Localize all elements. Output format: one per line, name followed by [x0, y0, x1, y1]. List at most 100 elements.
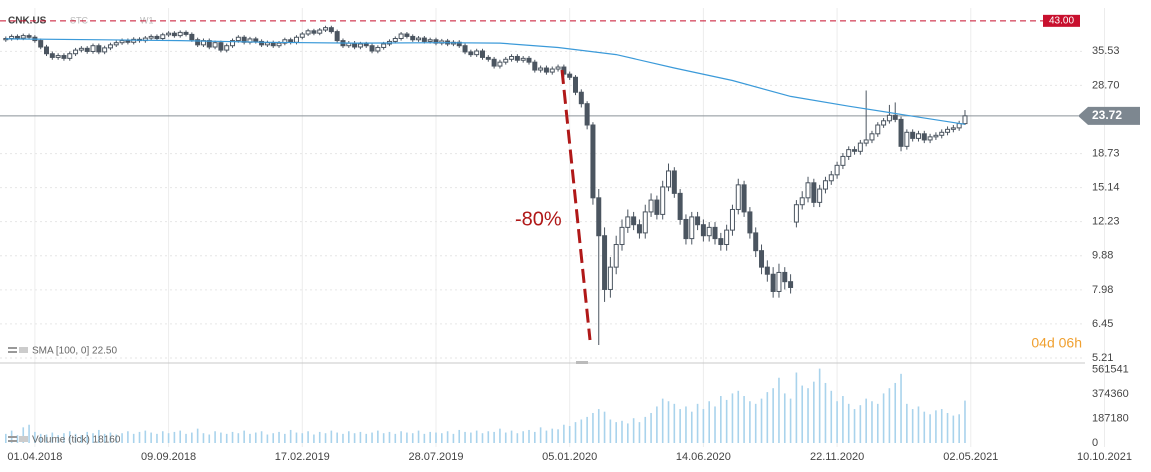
volume-bar — [737, 390, 740, 443]
volume-bar — [272, 433, 275, 443]
volume-bar — [103, 433, 106, 443]
candle-body — [427, 39, 433, 42]
volume-bar — [917, 406, 920, 443]
chart-title: CNK.US — [8, 16, 47, 27]
candle-body — [404, 33, 410, 37]
last-price-box — [1078, 106, 1140, 125]
volume-bar — [202, 433, 205, 443]
volume-bar — [778, 377, 780, 443]
candle-body — [264, 42, 270, 46]
volume-tick-label: 374360 — [1092, 388, 1129, 400]
annotation: -80% — [515, 208, 562, 230]
candle-body — [131, 38, 137, 43]
candle-body — [648, 199, 654, 213]
candle-body — [90, 45, 96, 52]
candle-body — [485, 56, 491, 60]
candle-body — [160, 34, 166, 39]
volume-bar — [144, 430, 147, 443]
candle-body — [84, 47, 90, 52]
candle-body — [706, 226, 712, 237]
volume-bar — [394, 433, 397, 443]
candle-body — [741, 184, 747, 213]
volume-bar — [173, 431, 176, 443]
volume-bar — [220, 432, 222, 443]
candle-body — [602, 235, 608, 290]
volume-bar — [650, 412, 652, 443]
candle-body — [904, 131, 910, 147]
volume-bar — [243, 430, 245, 443]
candle-body — [770, 273, 776, 292]
candle-body — [590, 124, 596, 199]
candle-body — [171, 32, 177, 37]
x-tick-label: 14.06.2020 — [676, 451, 731, 463]
candle-body — [700, 224, 706, 237]
candle-body — [369, 45, 375, 52]
volume-bar — [847, 403, 850, 443]
y-tick-label: 6.45 — [1092, 318, 1113, 330]
volume-bar — [301, 433, 304, 443]
volume-bar — [807, 388, 809, 443]
candle-body — [352, 42, 358, 48]
volume-bar — [150, 432, 152, 443]
volume-bar — [34, 431, 36, 443]
volume-bar — [673, 403, 676, 443]
volume-bar — [318, 431, 321, 443]
volume-bar — [458, 429, 461, 443]
candle-body — [962, 115, 968, 125]
candle-body — [881, 120, 887, 126]
candle-body — [584, 103, 590, 126]
candle-body — [195, 39, 201, 46]
volume-bar — [836, 401, 838, 443]
volume-bar — [882, 393, 885, 443]
volume-bar — [743, 396, 745, 443]
candle-body — [148, 35, 154, 39]
candle-body — [549, 68, 555, 73]
panel-handle[interactable] — [576, 361, 588, 364]
volume-bar — [74, 433, 77, 443]
volume-bar — [894, 382, 897, 443]
volume-bar — [231, 431, 234, 443]
volume-bar — [481, 433, 484, 443]
volume-tick-label: 0 — [1092, 437, 1098, 449]
volume-bar — [935, 410, 937, 443]
candle-body — [886, 114, 892, 122]
volume-bar — [359, 431, 362, 443]
candle-body — [735, 184, 741, 210]
volume-bar — [493, 431, 495, 443]
volume-bar — [289, 429, 292, 443]
sma-line — [5, 38, 966, 125]
alert-label-box — [1043, 14, 1080, 27]
volume-bar — [295, 432, 298, 443]
candle-body — [671, 170, 677, 194]
y-tick-label: 28.70 — [1092, 79, 1120, 91]
candle-body — [817, 188, 823, 203]
candle-body — [96, 45, 102, 53]
volume-bar — [615, 422, 617, 443]
volume-bar — [423, 433, 426, 443]
volume-bar — [109, 432, 112, 443]
candle-body — [392, 37, 398, 42]
candle-body — [323, 27, 329, 31]
volume-bar — [440, 433, 443, 443]
volume-bar — [214, 431, 216, 443]
candle-body — [270, 42, 276, 47]
y-tick-label: 15.14 — [1092, 181, 1120, 193]
volume-bar — [528, 429, 530, 443]
volume-bar — [249, 433, 251, 443]
candle-body — [311, 30, 317, 34]
volume-bar — [63, 433, 65, 443]
volume-bar — [435, 432, 437, 443]
volume-bar — [365, 433, 368, 443]
volume-bar — [952, 415, 955, 443]
candle-body — [578, 91, 584, 105]
volume-bar — [545, 430, 548, 443]
candle-body — [363, 43, 369, 47]
volume-bar — [813, 381, 815, 443]
volume-bar — [22, 427, 25, 443]
volume-bar — [377, 430, 379, 443]
candle-body — [747, 211, 753, 234]
candle-body — [863, 139, 869, 144]
candle-body — [26, 35, 32, 38]
volume-bar — [818, 368, 821, 443]
volume-bar — [690, 411, 693, 443]
